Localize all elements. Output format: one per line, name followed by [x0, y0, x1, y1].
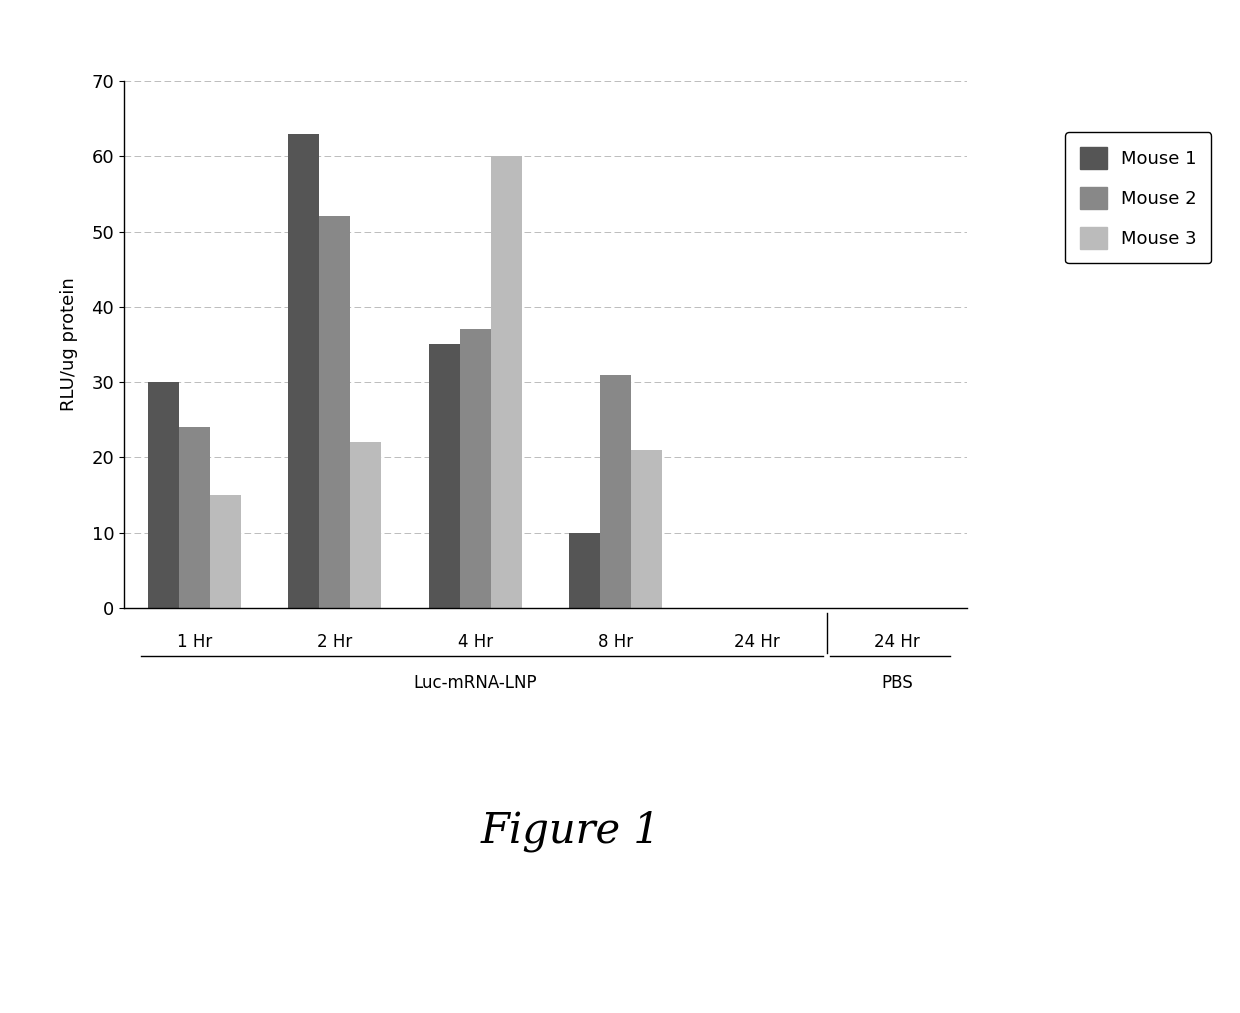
Bar	[320, 217, 350, 608]
Bar	[148, 382, 179, 608]
Text: 2 Hr: 2 Hr	[317, 633, 352, 651]
Bar	[179, 427, 210, 608]
Text: 24 Hr: 24 Hr	[734, 633, 779, 651]
Bar	[210, 495, 241, 608]
Bar	[631, 450, 662, 608]
Text: PBS: PBS	[882, 674, 913, 692]
Bar	[569, 533, 600, 608]
Text: 24 Hr: 24 Hr	[874, 633, 920, 651]
Y-axis label: RLU/ug protein: RLU/ug protein	[60, 278, 78, 411]
Bar	[491, 156, 522, 608]
Text: Figure 1: Figure 1	[480, 809, 661, 852]
Bar	[289, 134, 320, 608]
Bar	[600, 375, 631, 608]
Text: Luc-mRNA-LNP: Luc-mRNA-LNP	[413, 674, 537, 692]
Text: 4 Hr: 4 Hr	[458, 633, 492, 651]
Bar	[350, 443, 381, 608]
Text: 1 Hr: 1 Hr	[176, 633, 212, 651]
Text: 8 Hr: 8 Hr	[599, 633, 634, 651]
Bar	[460, 329, 491, 608]
Bar	[429, 344, 460, 608]
Legend: Mouse 1, Mouse 2, Mouse 3: Mouse 1, Mouse 2, Mouse 3	[1065, 133, 1211, 263]
